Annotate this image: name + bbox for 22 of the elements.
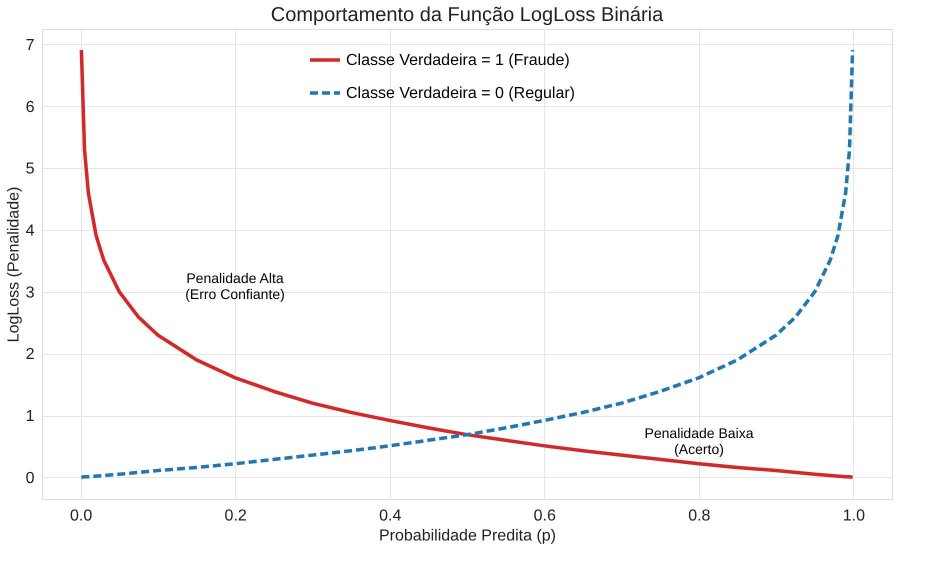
x-axis-title: Probabilidade Predita (p) xyxy=(379,528,556,544)
y-tick-label: 5 xyxy=(26,160,35,178)
x-tick-label: 0.0 xyxy=(70,508,92,524)
legend-label: Classe Verdadeira = 1 (Fraude) xyxy=(346,52,570,69)
y-axis-title: LogLoss (Penalidade) xyxy=(6,186,23,342)
y-tick-label: 4 xyxy=(26,222,35,240)
y-tick-label: 7 xyxy=(26,36,35,54)
y-tick-label: 2 xyxy=(26,346,35,364)
y-tick-label: 6 xyxy=(26,98,35,116)
y-tick-label: 1 xyxy=(26,408,35,426)
x-tick-label: 0.2 xyxy=(224,508,247,524)
x-tick-label: 0.8 xyxy=(688,508,711,524)
y-tick-label: 3 xyxy=(26,284,35,302)
legend-label: Classe Verdadeira = 0 (Regular) xyxy=(346,85,576,102)
line-series xyxy=(80,48,854,480)
annotation: Penalidade Baixa (Acerto) xyxy=(644,425,754,457)
x-tick-label: 1.0 xyxy=(842,508,866,524)
y-tick-label: 0 xyxy=(26,470,35,487)
x-tick-label: 0.6 xyxy=(534,508,556,524)
chart-title: Comportamento da Função LogLoss Binária xyxy=(270,4,664,26)
annotation: Penalidade Alta (Erro Confiante) xyxy=(185,270,285,302)
x-tick-label: 0.4 xyxy=(379,508,402,524)
